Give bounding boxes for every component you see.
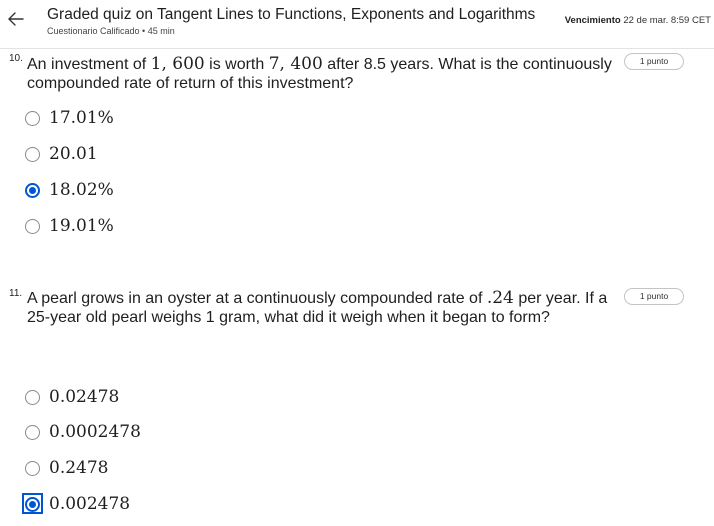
- option-label: 19.01%: [49, 216, 114, 236]
- question-number: 10.: [9, 53, 23, 64]
- question-text-part: is worth: [204, 56, 269, 73]
- option-label: 0.02478: [49, 387, 120, 407]
- radio-button-selected[interactable]: [25, 497, 40, 512]
- page-title: Graded quiz on Tangent Lines to Function…: [47, 6, 536, 23]
- quiz-subtitle: Cuestionario Calificado • 45 min: [47, 26, 175, 36]
- radio-button[interactable]: [25, 111, 40, 126]
- math-value: 1, 600: [150, 54, 205, 74]
- question-text: An investment of 1, 600 is worth 7, 400 …: [27, 55, 617, 93]
- question-text-part: A pearl grows in an oyster at a continuo…: [27, 290, 487, 307]
- quiz-header: Graded quiz on Tangent Lines to Function…: [0, 0, 714, 49]
- math-value: 7, 400: [268, 54, 323, 74]
- question-number: 11.: [9, 288, 23, 299]
- points-badge: 1 punto: [624, 288, 684, 305]
- option-label: 0.2478: [49, 458, 109, 478]
- question-text: A pearl grows in an oyster at a continuo…: [27, 289, 617, 327]
- radio-button[interactable]: [25, 390, 40, 405]
- question-text-part: after 8.5 years. What is the continuousl…: [27, 56, 612, 92]
- radio-button-selected[interactable]: [25, 183, 40, 198]
- option-label: 17.01%: [49, 108, 114, 128]
- option-label: 20.01: [49, 144, 98, 164]
- due-date: Vencimiento 22 de mar. 8:59 CET: [565, 15, 711, 26]
- radio-button[interactable]: [25, 461, 40, 476]
- option-label: 0.0002478: [49, 422, 141, 442]
- radio-button[interactable]: [25, 147, 40, 162]
- due-label: Vencimiento: [564, 15, 621, 26]
- due-value: 22 de mar. 8:59 CET: [623, 15, 711, 26]
- radio-button[interactable]: [25, 425, 40, 440]
- option-label: 18.02%: [49, 180, 114, 200]
- question-text-part: An investment of: [27, 56, 151, 73]
- radio-button[interactable]: [25, 219, 40, 234]
- math-value: .24: [486, 288, 514, 308]
- focus-ring: [22, 493, 43, 514]
- arrow-left-icon[interactable]: [6, 9, 26, 29]
- option-label: 0.002478: [49, 494, 131, 514]
- points-badge: 1 punto: [624, 53, 684, 70]
- question-text-part: per year. If a 25-year old pearl weighs …: [27, 290, 608, 326]
